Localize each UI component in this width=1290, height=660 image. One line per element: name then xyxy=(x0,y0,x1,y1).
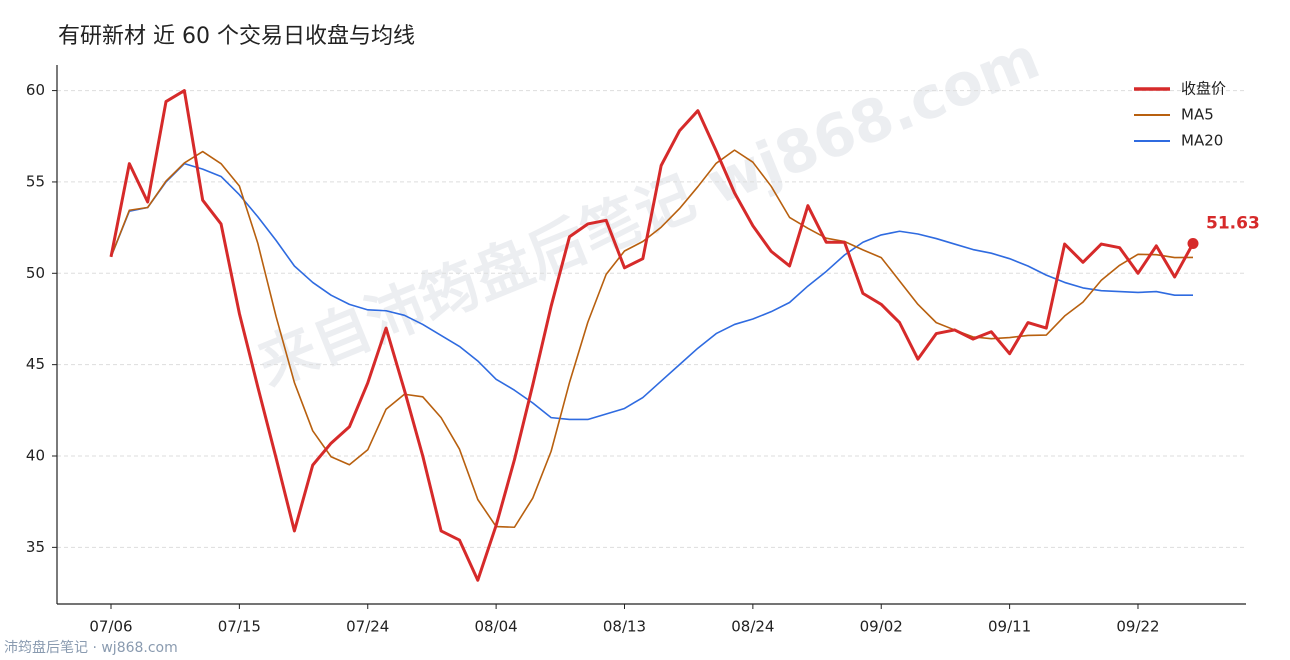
x-tick-label: 07/06 xyxy=(89,618,132,636)
y-tick-label: 40 xyxy=(26,447,45,465)
y-tick-label: 35 xyxy=(26,538,45,556)
x-tick-label: 09/11 xyxy=(988,618,1031,636)
last-value-label: 51.63 xyxy=(1206,214,1260,234)
legend-label: MA20 xyxy=(1181,132,1223,150)
x-tick-label: 09/22 xyxy=(1116,618,1159,636)
x-tick-label: 07/15 xyxy=(218,618,261,636)
x-tick-label: 07/24 xyxy=(346,618,389,636)
chart-title: 有研新材 近 60 个交易日收盘与均线 xyxy=(58,24,415,49)
last-point xyxy=(1187,238,1199,250)
x-tick-label: 09/02 xyxy=(860,618,903,636)
y-tick-label: 50 xyxy=(26,264,45,282)
footer: 沛筠盘后笔记 · wj868.com xyxy=(4,639,178,656)
series-line xyxy=(110,149,1194,529)
y-tick-label: 60 xyxy=(26,81,45,99)
legend-label: MA5 xyxy=(1181,106,1214,124)
y-tick-label: 45 xyxy=(26,355,45,373)
x-tick-label: 08/13 xyxy=(603,618,646,636)
series-line xyxy=(110,162,1193,421)
x-tick-label: 08/04 xyxy=(475,618,518,636)
x-tick-label: 08/24 xyxy=(731,618,774,636)
y-tick-label: 55 xyxy=(26,172,45,190)
legend-label: 收盘价 xyxy=(1181,80,1226,98)
series-line xyxy=(109,89,1195,582)
